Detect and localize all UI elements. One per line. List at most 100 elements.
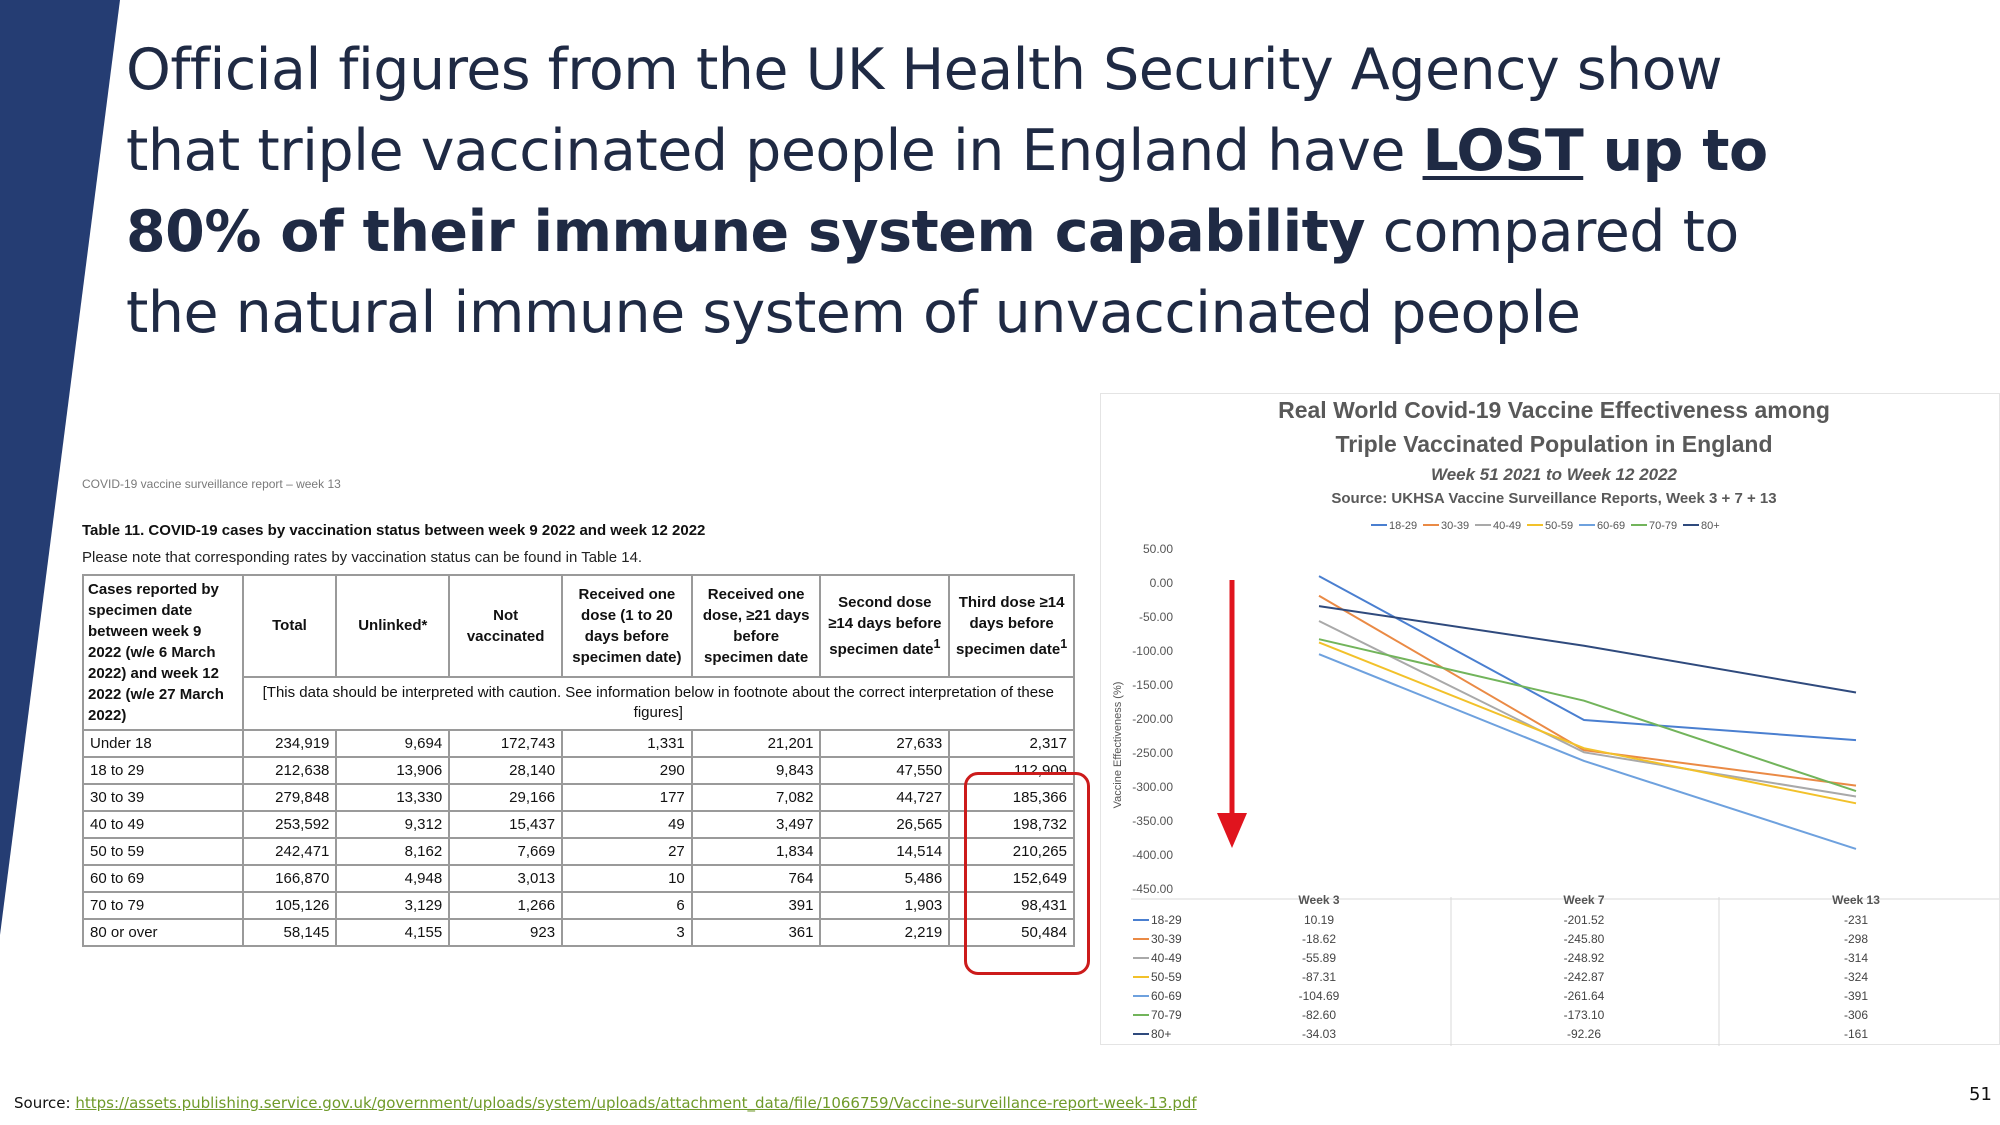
series-line-70-79 bbox=[1318, 638, 1857, 793]
cell-total: 279,848 bbox=[241, 783, 338, 812]
report-caption: COVID-19 vaccine surveillance report – w… bbox=[82, 477, 341, 491]
cell-age: 30 to 39 bbox=[82, 783, 244, 812]
y-tick-label: -300.00 bbox=[1132, 780, 1173, 794]
y-tick-label: -50.00 bbox=[1139, 610, 1173, 624]
page-number: 51 bbox=[1969, 1084, 1992, 1105]
headline-part-3: compared to the natural immune system of… bbox=[126, 199, 1739, 346]
slide-side-band bbox=[0, 0, 120, 935]
table-row: 60 to 69 166,870 4,948 3,013 10 764 5,486 152,6… bbox=[82, 864, 1075, 893]
legend-label: 60-69 bbox=[1597, 520, 1625, 532]
cell-total: 166,870 bbox=[241, 864, 338, 893]
y-tick-label: 0.00 bbox=[1150, 576, 1174, 590]
data-value-label: -324 bbox=[1844, 970, 1868, 984]
data-table-series-name: 30-39 bbox=[1151, 932, 1182, 946]
table-row: 18 to 29 212,638 13,906 28,140 290 9,843 47,55… bbox=[82, 756, 1075, 785]
cell-unlinked: 13,906 bbox=[335, 756, 451, 785]
footnote-mark: 1 bbox=[1060, 636, 1068, 651]
table-row: 30 to 39 279,848 13,330 29,166 177 7,082 44,72… bbox=[82, 783, 1075, 812]
cell-total: 242,471 bbox=[241, 837, 338, 866]
headline-part-1: Official figures from the UK Health Secu… bbox=[126, 37, 1723, 184]
cell-one-dose-21: 1,834 bbox=[690, 837, 822, 866]
table-row: 50 to 59 242,471 8,162 7,669 27 1,834 14,514 21… bbox=[82, 837, 1075, 866]
cell-third-dose: 198,732 bbox=[948, 810, 1075, 839]
cases-table: Cases reported by specimen date between … bbox=[82, 574, 1076, 947]
headline-part-2: up to 80% of their immune system capabil… bbox=[126, 118, 1768, 265]
chart-panel: Real World Covid-19 Vaccine Effectivenes… bbox=[1100, 393, 2000, 1046]
third-dose-highlight bbox=[964, 772, 1090, 975]
cell-unlinked: 3,129 bbox=[335, 891, 451, 920]
cell-third-dose: 2,317 bbox=[948, 729, 1075, 758]
data-value-label: -391 bbox=[1844, 989, 1868, 1003]
cell-not-vaccinated: 923 bbox=[448, 918, 564, 947]
cell-second-dose: 14,514 bbox=[819, 837, 951, 866]
y-tick-label: 50.00 bbox=[1143, 542, 1173, 556]
cell-unlinked: 4,155 bbox=[335, 918, 451, 947]
headline-lost: LOST bbox=[1422, 118, 1584, 184]
source-label: Source: bbox=[14, 1094, 76, 1112]
chart-source: Source: UKHSA Vaccine Surveillance Repor… bbox=[1331, 490, 1776, 507]
data-value-label: -248.92 bbox=[1564, 951, 1605, 965]
data-value-label: -104.69 bbox=[1299, 989, 1340, 1003]
series-line-40-49 bbox=[1318, 620, 1857, 798]
table-row: 70 to 79 105,126 3,129 1,266 6 391 1,903 98,431 bbox=[82, 891, 1075, 920]
cell-one-dose-21: 764 bbox=[690, 864, 822, 893]
data-value-label: -92.26 bbox=[1567, 1027, 1601, 1041]
data-value-label: -306 bbox=[1844, 1008, 1868, 1022]
cell-one-dose-1-20: 3 bbox=[561, 918, 693, 947]
header-second-dose: Second dose ≥14 days before specimen dat… bbox=[819, 574, 951, 678]
data-table-series-name: 18-29 bbox=[1151, 913, 1182, 927]
cell-age: 60 to 69 bbox=[82, 864, 244, 893]
source-footer: Source: https://assets.publishing.servic… bbox=[14, 1094, 1197, 1112]
x-category-label: Week 7 bbox=[1563, 893, 1604, 907]
cell-one-dose-21: 21,201 bbox=[690, 729, 822, 758]
table-row: 40 to 49 253,592 9,312 15,437 49 3,497 26,565 1… bbox=[82, 810, 1075, 839]
cell-second-dose: 47,550 bbox=[819, 756, 951, 785]
cell-age: 40 to 49 bbox=[82, 810, 244, 839]
series-line-60-69 bbox=[1318, 653, 1857, 850]
data-value-label: -18.62 bbox=[1302, 932, 1336, 946]
legend-label: 80+ bbox=[1701, 520, 1720, 532]
down-arrow-icon bbox=[1217, 580, 1247, 848]
cell-one-dose-21: 391 bbox=[690, 891, 822, 920]
cell-not-vaccinated: 7,669 bbox=[448, 837, 564, 866]
chart-title-line-1: Real World Covid-19 Vaccine Effectivenes… bbox=[1278, 397, 1830, 423]
cell-one-dose-1-20: 27 bbox=[561, 837, 693, 866]
data-table-series-name: 80+ bbox=[1151, 1027, 1171, 1041]
table-row: Under 18 234,919 9,694 172,743 1,331 21,201 27… bbox=[82, 729, 1075, 758]
data-value-label: -87.31 bbox=[1302, 970, 1336, 984]
data-value-label: -242.87 bbox=[1564, 970, 1605, 984]
header-unlinked: Unlinked* bbox=[335, 574, 451, 678]
series-line-80+ bbox=[1318, 605, 1857, 694]
y-tick-label: -350.00 bbox=[1132, 814, 1173, 828]
data-value-label: -261.64 bbox=[1564, 989, 1605, 1003]
y-tick-label: -200.00 bbox=[1132, 712, 1173, 726]
footnote-mark: 1 bbox=[933, 636, 941, 651]
cell-second-dose: 26,565 bbox=[819, 810, 951, 839]
chart-series bbox=[1318, 575, 1857, 850]
data-value-label: -231 bbox=[1844, 913, 1868, 927]
cell-third-dose: 185,366 bbox=[948, 783, 1075, 812]
chart-axes: 50.00 0.00 -50.00 -100.00 -150.00 -200.00 -250… bbox=[1132, 542, 1173, 896]
slide-headline: Official figures from the UK Health Secu… bbox=[126, 30, 1826, 354]
cell-not-vaccinated: 172,743 bbox=[448, 729, 564, 758]
cell-one-dose-21: 361 bbox=[690, 918, 822, 947]
cell-one-dose-1-20: 290 bbox=[561, 756, 693, 785]
cell-second-dose: 5,486 bbox=[819, 864, 951, 893]
cell-unlinked: 9,312 bbox=[335, 810, 451, 839]
data-value-label: 10.19 bbox=[1304, 913, 1334, 927]
cell-age: 50 to 59 bbox=[82, 837, 244, 866]
data-value-label: -314 bbox=[1844, 951, 1868, 965]
source-link[interactable]: https://assets.publishing.service.gov.uk… bbox=[75, 1094, 1197, 1112]
cell-unlinked: 8,162 bbox=[335, 837, 451, 866]
chart-data-table: Week 3 Week 7 Week 13 18-29 10.19 -201.52 -231… bbox=[1131, 893, 1999, 1046]
cell-one-dose-1-20: 10 bbox=[561, 864, 693, 893]
cell-one-dose-1-20: 6 bbox=[561, 891, 693, 920]
legend-label: 30-39 bbox=[1441, 520, 1469, 532]
cell-third-dose: 50,484 bbox=[948, 918, 1075, 947]
data-value-label: -245.80 bbox=[1564, 932, 1605, 946]
table-row: 80 or over 58,145 4,155 923 3 361 2,219 50,484 bbox=[82, 918, 1075, 947]
data-table-series-name: 60-69 bbox=[1151, 989, 1182, 1003]
cell-one-dose-21: 9,843 bbox=[690, 756, 822, 785]
data-table-series-name: 70-79 bbox=[1151, 1008, 1182, 1022]
data-value-label: -173.10 bbox=[1564, 1008, 1605, 1022]
